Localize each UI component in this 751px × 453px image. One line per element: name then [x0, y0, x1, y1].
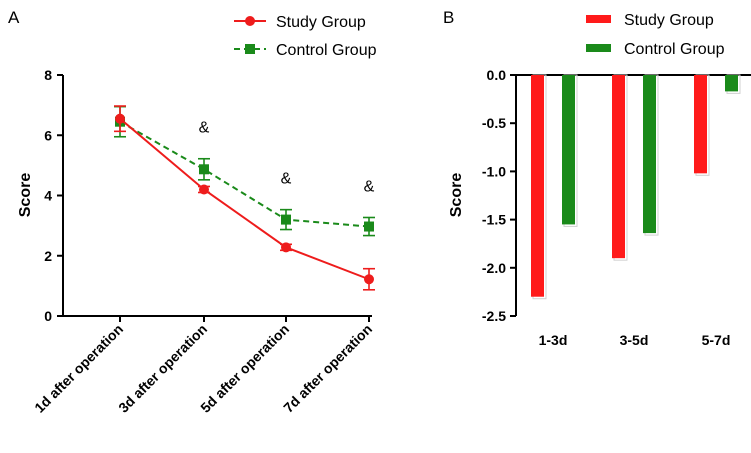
- panel-a-axes: [62, 75, 372, 317]
- panel-a-series-line: [119, 117, 370, 281]
- panel-b-y-tick-label: -1.0: [482, 163, 506, 179]
- panel-a-y-axis-title: Score: [17, 173, 34, 218]
- panel-a-point: [281, 214, 291, 225]
- panel-a-legend-marker: [245, 16, 255, 26]
- panel-b-bar: [694, 75, 707, 174]
- panel-b-ticks: 0.0 -0.5 -1.0 -1.5 -2.0 -2.5 1-3d 3-5d 5-7d: [482, 67, 731, 348]
- panel-a-legend-label: Study Group: [276, 14, 366, 31]
- panel-a-annotation: &: [281, 171, 292, 188]
- panel-a-letter: A: [8, 8, 20, 27]
- panel-a-y-tick-label: 4: [44, 188, 52, 204]
- panel-b-legend-swatch: [586, 15, 611, 23]
- panel-a-y-tick-label: 2: [44, 248, 52, 264]
- panel-b-bar: [531, 75, 544, 297]
- panel-b-bar: [725, 75, 738, 92]
- panel-b-bar: [562, 75, 575, 225]
- panel-b-x-tick-label: 1-3d: [539, 332, 568, 348]
- panel-a-annotations: & & &: [199, 120, 375, 196]
- panel-a-y-tick-label: 0: [44, 308, 52, 324]
- panel-b-legend: Study Group Control Group: [586, 12, 725, 58]
- panel-a-legend-label: Control Group: [276, 42, 377, 59]
- panel-a-x-tick-label: 1d after operation: [31, 321, 126, 416]
- panel-a-point: [115, 113, 125, 124]
- panel-b-axes: [515, 74, 751, 316]
- panel-a-series: [114, 105, 375, 291]
- panel-b-bar: [612, 75, 625, 259]
- panel-a-x-tick-label: 3d after operation: [115, 321, 210, 416]
- panel-b-x-tick-label: 3-5d: [620, 332, 649, 348]
- panel-a-point: [199, 164, 209, 175]
- panel-b-legend-swatch: [586, 44, 611, 52]
- panel-b-y-tick-label: -2.0: [482, 260, 506, 276]
- panel-b-y-tick-label: -1.5: [482, 212, 506, 228]
- panel-b: B 0.0 -0.5 -1.0 -1.5 -2.0 -2.5 1-3d 3-5d 5-7d Sc…: [443, 8, 751, 348]
- panel-a-y-tick-label: 8: [44, 67, 52, 83]
- panel-a-x-tick-label: 5d after operation: [197, 321, 292, 416]
- panel-b-letter: B: [443, 8, 454, 27]
- panel-b-y-tick-label: 0.0: [487, 67, 507, 83]
- panel-a-point: [199, 184, 209, 195]
- panel-a-point: [364, 221, 374, 232]
- panel-a-series-line: [119, 120, 370, 228]
- panel-a-legend-marker: [245, 44, 255, 54]
- panel-b-bars: [531, 74, 741, 300]
- panel-a-point: [364, 274, 374, 285]
- panel-b-legend-label: Control Group: [624, 41, 725, 58]
- panel-a-point: [281, 242, 291, 253]
- panel-a-y-tick-label: 6: [44, 127, 52, 143]
- panel-a-annotation: &: [199, 120, 210, 137]
- panel-a-x-tick-label: 7d after operation: [280, 321, 375, 416]
- panel-b-y-tick-label: -0.5: [482, 115, 506, 131]
- panel-b-legend-label: Study Group: [624, 12, 714, 29]
- panel-b-bar: [643, 75, 656, 234]
- panel-b-x-tick-label: 5-7d: [702, 332, 731, 348]
- panel-a-annotation: &: [364, 178, 375, 195]
- panel-b-y-axis-title: Score: [448, 173, 465, 218]
- panel-b-y-tick-label: -2.5: [482, 308, 506, 324]
- panel-a-legend: Study Group Control Group: [234, 14, 377, 59]
